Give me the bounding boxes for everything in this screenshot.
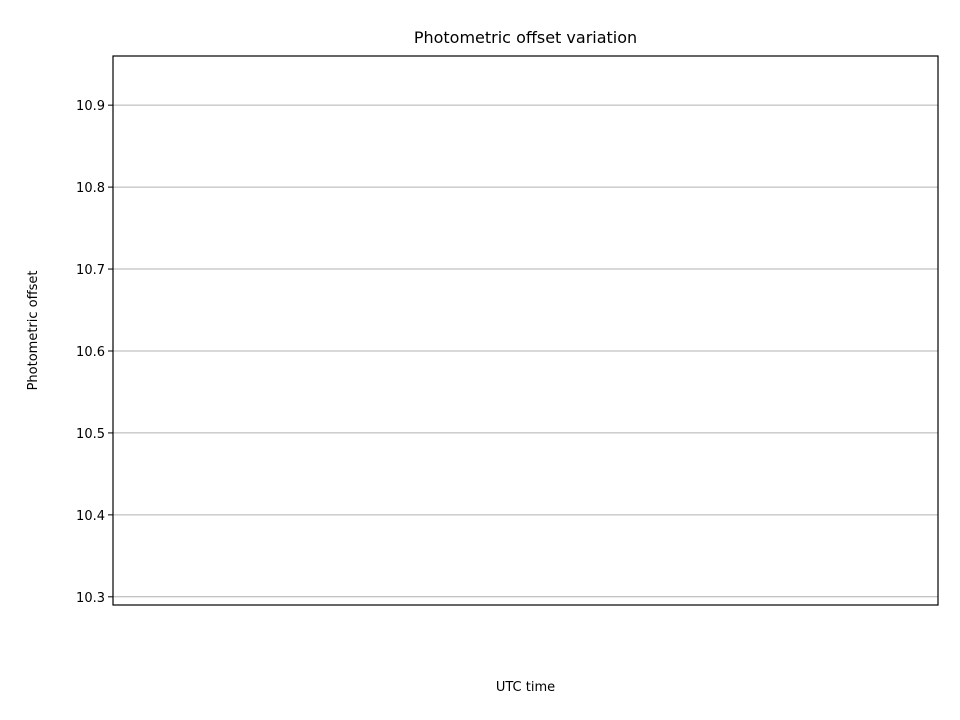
y-tick-label: 10.5 [76,427,105,442]
y-tick-label: 10.9 [76,99,105,114]
chart-title: Photometric offset variation [414,28,637,47]
y-tick-label: 10.6 [76,345,105,360]
y-axis-ticks: 10.3 10.4 10.5 10.6 10.7 10.8 10.9 [76,99,113,606]
plot-frame [112,55,939,606]
y-tick-label: 10.8 [76,181,105,196]
y-axis-label: Photometric offset [26,271,41,391]
y-tick-label: 10.7 [76,263,105,278]
grid [113,104,938,598]
x-axis-label: UTC time [496,680,555,695]
y-tick-label: 10.3 [76,591,105,606]
y-tick-label: 10.4 [76,509,105,524]
